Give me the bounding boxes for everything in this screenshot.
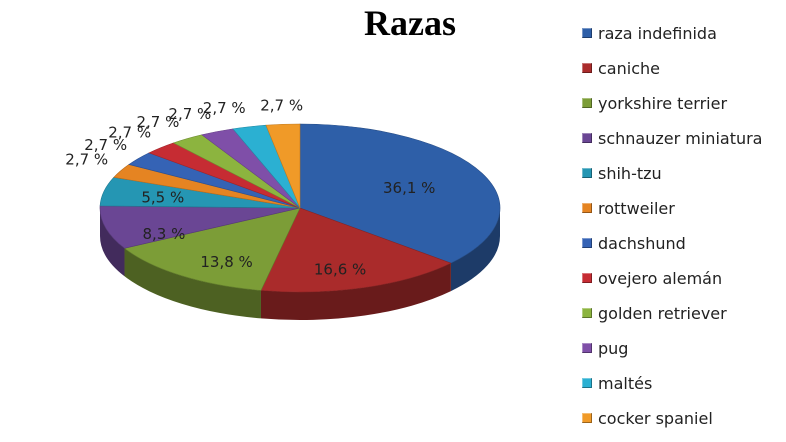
data-label: 5,5 % [141, 188, 184, 206]
data-label: 2,7 % [65, 151, 108, 169]
data-label: 2,7 % [168, 105, 211, 123]
legend-swatch [582, 98, 592, 108]
legend-item: pug [582, 335, 628, 361]
pie-slice [260, 207, 452, 293]
pie-top-faces [99, 123, 501, 293]
legend-item: maltés [582, 370, 652, 396]
data-label: 2,7 % [203, 99, 246, 117]
legend-label: maltés [598, 373, 653, 393]
legend-swatch [582, 203, 592, 213]
legend-swatch [582, 273, 592, 283]
pie-slice [99, 205, 301, 249]
legend-swatch [582, 308, 592, 318]
legend-swatch [582, 343, 592, 353]
legend-item: ovejero alemán [582, 265, 722, 291]
legend-swatch [582, 28, 592, 38]
pie-data-labels: 36,1 %16,6 %13,8 %8,3 %5,5 %2,7 %2,7 %2,… [65, 96, 435, 278]
data-label: 2,7 % [84, 136, 127, 154]
legend-item: cocker spaniel [582, 405, 713, 431]
legend-item: golden retriever [582, 300, 727, 326]
legend-item: yorkshire terrier [582, 90, 727, 116]
pie-slice [299, 123, 501, 264]
pie-slice-side [124, 248, 261, 319]
pie-slice-side [260, 263, 451, 320]
legend-swatch [582, 168, 592, 178]
legend-label: shih-tzu [598, 163, 662, 183]
pie-slice [265, 123, 301, 209]
data-label: 2,7 % [137, 113, 180, 131]
pie-slice-side [450, 208, 500, 292]
chart-title: Razas [364, 3, 456, 43]
legend-label: golden retriever [598, 303, 727, 323]
data-label: 2,7 % [260, 96, 303, 114]
legend-label: caniche [598, 58, 660, 78]
legend-label: cocker spaniel [598, 408, 713, 428]
legend-item: caniche [582, 55, 660, 81]
legend-label: schnauzer miniatura [598, 128, 763, 148]
legend-item: schnauzer miniatura [582, 125, 762, 151]
data-label: 8,3 % [142, 225, 185, 243]
data-label: 13,8 % [200, 253, 252, 271]
legend-swatch [582, 63, 592, 73]
legend-label: rottweiler [598, 198, 675, 218]
legend-label: pug [598, 338, 629, 358]
data-label: 36,1 % [383, 179, 435, 197]
pie-slice [123, 207, 301, 291]
legend-label: yorkshire terrier [598, 93, 728, 113]
data-label: 16,6 % [314, 261, 366, 279]
legend-label: raza indefinida [598, 23, 717, 43]
legend-swatch [582, 133, 592, 143]
legend-item: rottweiler [582, 195, 675, 221]
legend-label: dachshund [598, 233, 686, 253]
legend-item: shih-tzu [582, 160, 662, 186]
legend-item: dachshund [582, 230, 686, 256]
pie-slice-side [100, 208, 125, 277]
legend-swatch [582, 413, 592, 423]
legend-swatch [582, 238, 592, 248]
pie-side-walls [100, 208, 500, 320]
legend-swatch [582, 378, 592, 388]
data-label: 2,7 % [108, 124, 151, 142]
legend-label: ovejero alemán [598, 268, 723, 288]
legend-item: raza indefinida [582, 20, 717, 46]
